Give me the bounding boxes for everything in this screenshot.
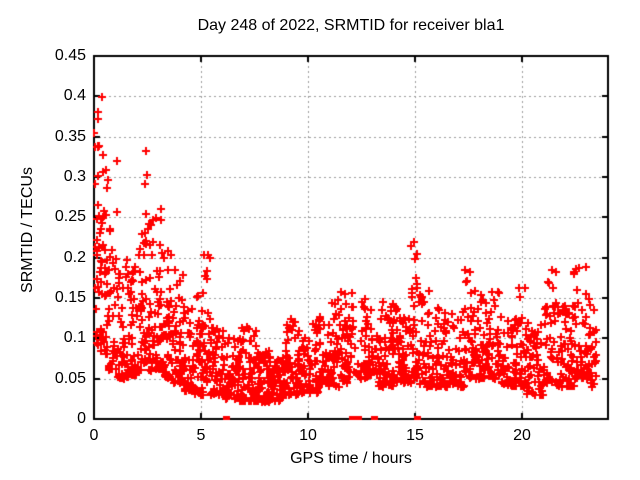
y-tick-label: 0.4	[63, 87, 86, 104]
y-tick-label: 0.1	[63, 329, 86, 346]
y-tick-label: 0.05	[54, 370, 86, 387]
y-tick-label: 0.3	[63, 168, 86, 185]
y-tick-label: 0	[77, 410, 86, 427]
y-tick-label: 0.15	[54, 289, 86, 306]
x-axis-label: GPS time / hours	[290, 450, 412, 467]
chart-title: Day 248 of 2022, SRMTID for receiver bla…	[197, 17, 505, 34]
x-tick-label: 5	[196, 427, 206, 444]
y-tick-label: 0.45	[54, 47, 86, 64]
x-tick-label: 15	[406, 427, 424, 444]
y-tick-label: 0.25	[54, 208, 86, 225]
x-tick-label: 20	[513, 427, 531, 444]
x-tick-label: 10	[299, 427, 317, 444]
y-tick-label: 0.2	[63, 249, 86, 266]
y-tick-label: 0.35	[54, 128, 86, 145]
x-tick-label: 0	[89, 427, 99, 444]
